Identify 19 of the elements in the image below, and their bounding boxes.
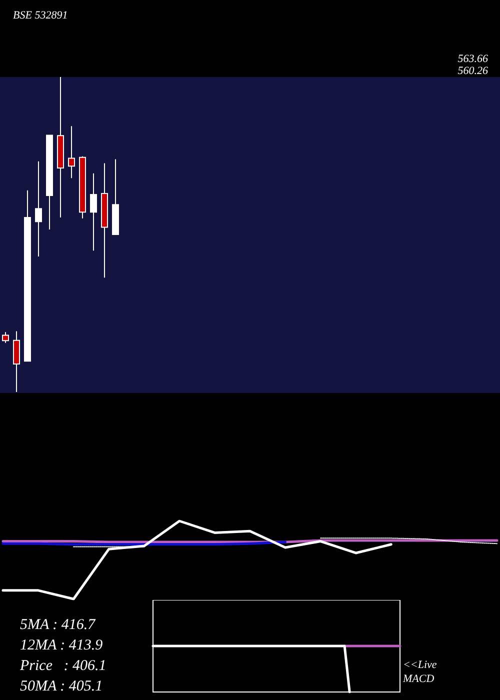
candlestick (24, 190, 31, 362)
candlestick (57, 76, 64, 218)
text: 50MA : 405.1 (20, 678, 103, 694)
chart-title: BSE 532891 (13, 10, 68, 22)
candlestick (68, 126, 75, 179)
candlestick (2, 332, 9, 344)
text: 563.66 (458, 53, 488, 65)
candlestick (79, 156, 86, 219)
candlestick (101, 162, 108, 278)
text: 5MA : 416.7 (20, 617, 97, 633)
candlestick (90, 172, 97, 252)
candlestick (35, 160, 42, 258)
text: Price : 406.1 (19, 658, 106, 674)
candlestick (112, 158, 119, 235)
candlestick (13, 330, 20, 392)
text: 560.26 (458, 65, 488, 77)
candlestick (46, 134, 53, 230)
text: <<Live MACD (402, 659, 440, 685)
text: 12MA : 413.9 (20, 638, 104, 654)
